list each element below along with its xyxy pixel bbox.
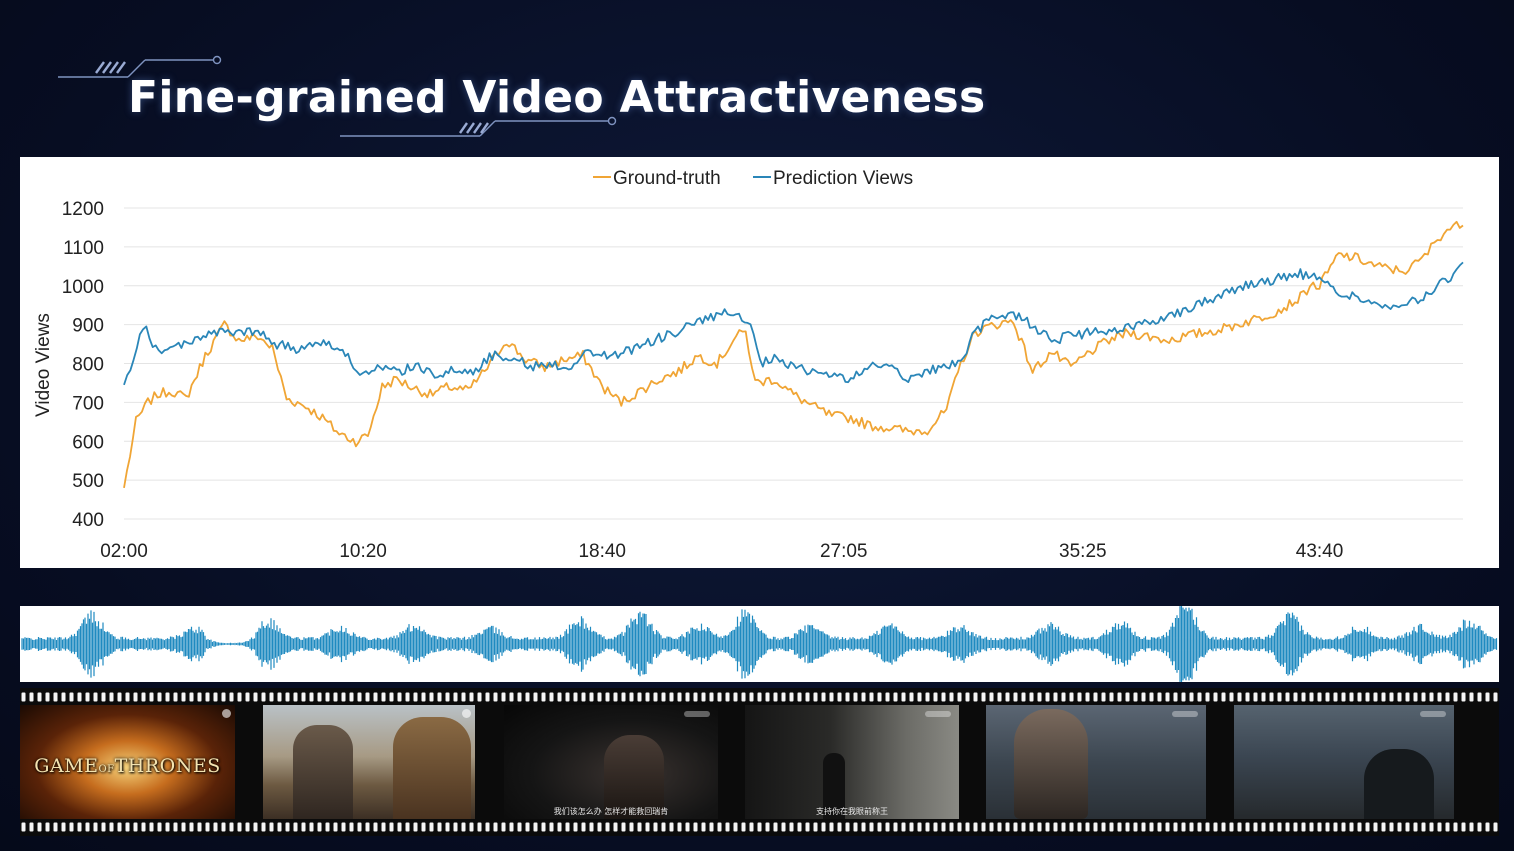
y-tick-label: 900: [72, 316, 104, 337]
y-tick-label: 400: [72, 510, 104, 531]
person-silhouette: [1364, 749, 1434, 819]
video-frame-6: [1234, 705, 1454, 819]
y-tick-label: 600: [72, 432, 104, 453]
x-tick-label: 43:40: [1296, 541, 1344, 562]
line-chart-panel: 400 500 600 700 800 900 1000 1100 1200 02:00 10:2…: [20, 157, 1499, 568]
slide-title: Fine-grained Video Attractiveness: [128, 72, 986, 123]
y-tick-label: 700: [72, 393, 104, 414]
frame-watermark: [925, 711, 951, 717]
frame-marker-icon: [462, 709, 471, 718]
video-frame-2: [263, 705, 475, 819]
video-frame-5: [986, 705, 1206, 819]
y-tick-label: 500: [72, 471, 104, 492]
line-chart: 400 500 600 700 800 900 1000 1100 1200 02:00 10:2…: [33, 168, 1464, 562]
x-tick-label: 10:20: [339, 541, 387, 562]
frame-watermark: [1172, 711, 1198, 717]
y-axis-label: Video Views: [33, 313, 54, 417]
game-of-thrones-logo: GAMEOFTHRONES: [34, 755, 221, 777]
series-line-ground-truth: [123, 220, 1464, 489]
y-tick-label: 1000: [62, 277, 104, 298]
y-tick-label: 1200: [62, 199, 104, 220]
x-tick-label: 02:00: [100, 541, 148, 562]
title-decoration: [58, 55, 617, 137]
x-tick-label: 35:25: [1059, 541, 1107, 562]
person-silhouette: [1014, 709, 1088, 819]
legend: Ground-truth Prediction Views: [593, 168, 913, 189]
frame-marker-icon: [222, 709, 231, 718]
gridlines: [124, 207, 1463, 520]
x-tick-labels: 02:00 10:20 18:40 27:05 35:25 43:40: [100, 541, 1343, 562]
x-tick-label: 18:40: [578, 541, 626, 562]
series-line-prediction-views: [123, 261, 1464, 386]
person-silhouette: [604, 735, 664, 819]
person-silhouette: [293, 725, 353, 819]
frame-watermark: [684, 711, 710, 717]
video-frame-3: 我们该怎么办 怎样才能救回瑞肯: [504, 705, 718, 819]
y-tick-labels: 400 500 600 700 800 900 1000 1100 1200: [62, 199, 104, 531]
series-layer: [123, 220, 1464, 489]
x-tick-label: 27:05: [820, 541, 868, 562]
film-sprocket-holes-bottom: [20, 821, 1499, 833]
person-silhouette: [823, 753, 845, 819]
waveform-trace: [21, 606, 1498, 682]
video-frame-4: 支持你在我眼前称王: [745, 705, 959, 819]
person-silhouette: [393, 717, 471, 819]
audio-waveform-panel: [20, 606, 1499, 682]
frame-subtitle: 支持你在我眼前称王: [816, 807, 888, 816]
y-tick-label: 1100: [63, 238, 104, 259]
film-strip: GAMEOFTHRONES 我们该怎么办 怎样才能救回瑞肯 支持你在我眼前称王: [20, 688, 1499, 836]
frame-watermark: [1420, 711, 1446, 717]
legend-entry: Prediction Views: [773, 168, 913, 189]
film-sprocket-holes-top: [20, 691, 1499, 703]
y-tick-label: 800: [72, 355, 104, 376]
video-frame-1: GAMEOFTHRONES: [20, 705, 235, 819]
audio-waveform: [21, 606, 1498, 682]
legend-entry: Ground-truth: [613, 168, 721, 189]
frame-subtitle: 我们该怎么办 怎样才能救回瑞肯: [553, 807, 669, 816]
